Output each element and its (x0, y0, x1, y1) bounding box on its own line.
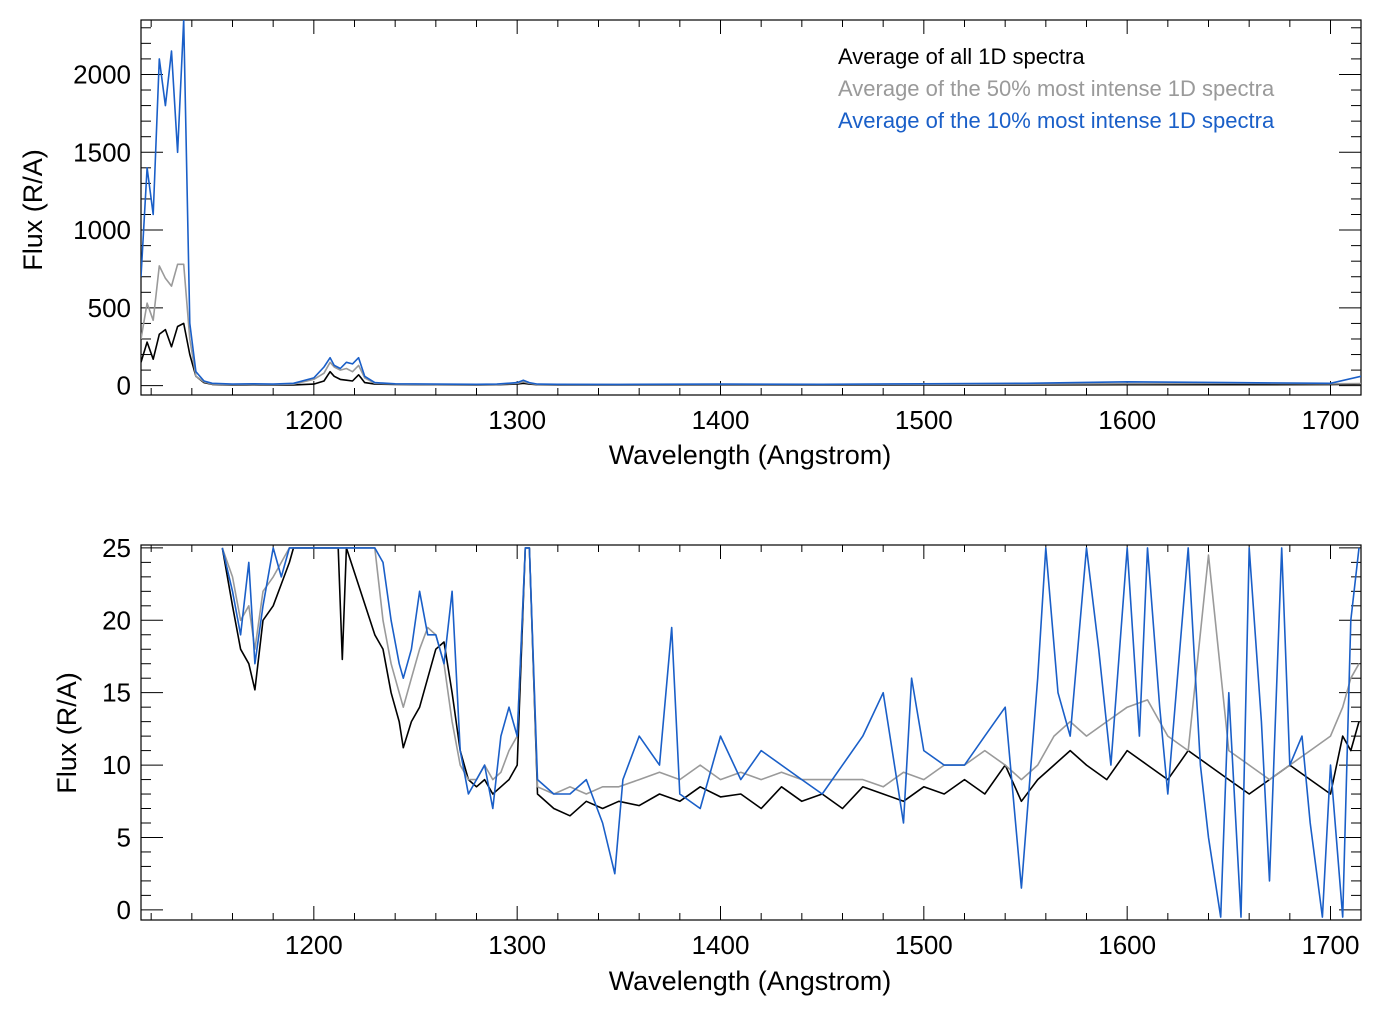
legend-entry-50pct: Average of the 50% most intense 1D spect… (838, 76, 1275, 101)
bottom-panel-x-axis-title: Wavelength (Angstrom) (609, 966, 892, 996)
y-tick-label: 1000 (73, 215, 131, 245)
x-tick-label: 1300 (488, 405, 546, 435)
legend-entry-10pct: Average of the 10% most intense 1D spect… (838, 108, 1275, 133)
series-line-50pct (221, 547, 1360, 795)
x-tick-label: 1500 (895, 405, 953, 435)
series-line-all (221, 547, 1360, 817)
bottom-panel-y-axis-title: Flux (R/A) (52, 672, 82, 794)
x-tick-label: 1700 (1302, 930, 1360, 960)
y-tick-label: 5 (117, 822, 131, 852)
x-tick-label: 1500 (895, 930, 953, 960)
legend-entry-all: Average of all 1D spectra (838, 44, 1085, 69)
top-panel-y-axis-title: Flux (R/A) (18, 149, 48, 271)
top-panel-series (141, 20, 1361, 386)
x-tick-label: 1700 (1302, 405, 1360, 435)
plot-frame (140, 544, 1362, 921)
series-line-all (141, 322, 1361, 386)
bottom-panel-tick-labels: 1200 1300 1400 1500 1600 1700 0 5 10 15 20 25 (102, 533, 1359, 960)
series-line-10pct (221, 547, 1360, 918)
bottom-panel: 1200 1300 1400 1500 1600 1700 0 5 10 15 20 25 Wavel… (52, 533, 1362, 996)
x-tick-label: 1600 (1098, 405, 1156, 435)
y-tick-label: 1500 (73, 137, 131, 167)
y-tick-label: 2000 (73, 59, 131, 89)
x-tick-label: 1400 (692, 405, 750, 435)
y-tick-label: 20 (102, 605, 131, 635)
x-tick-label: 1200 (285, 930, 343, 960)
bottom-panel-series (221, 547, 1360, 918)
y-tick-label: 500 (88, 293, 131, 323)
plot-frame (140, 19, 1362, 396)
x-tick-label: 1400 (692, 930, 750, 960)
y-tick-label: 0 (117, 895, 131, 925)
x-tick-label: 1300 (488, 930, 546, 960)
legend: Average of all 1D spectra Average of the… (838, 44, 1275, 133)
y-tick-label: 15 (102, 678, 131, 708)
x-tick-label: 1200 (285, 405, 343, 435)
x-tick-label: 1600 (1098, 930, 1156, 960)
y-tick-label: 10 (102, 750, 131, 780)
top-panel: 1200 1300 1400 1500 1600 1700 0 500 1000 1500 2000… (18, 19, 1362, 470)
bottom-panel-axes (140, 544, 1362, 921)
series-line-10pct (141, 20, 1361, 386)
y-tick-label: 25 (102, 533, 131, 563)
top-panel-tick-labels: 1200 1300 1400 1500 1600 1700 0 500 1000 1500 2000 (73, 59, 1359, 435)
top-panel-x-axis-title: Wavelength (Angstrom) (609, 440, 892, 470)
y-tick-label: 0 (117, 371, 131, 401)
